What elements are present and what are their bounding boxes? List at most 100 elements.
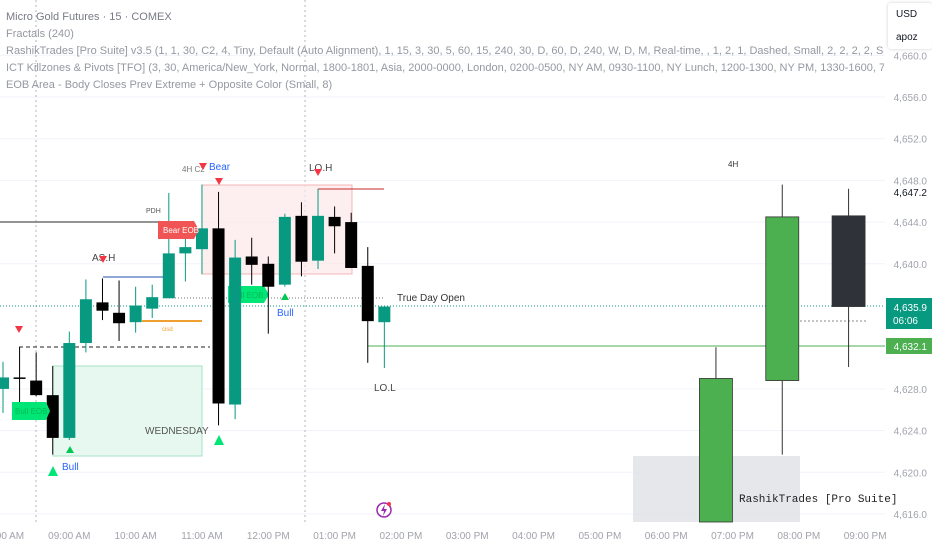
x-tick-label: 09:00 PM [844, 531, 887, 542]
bull-eob-tag: Bull EOB [12, 402, 50, 420]
candle-body [278, 216, 291, 285]
y-tick-label: 4,628.0 [894, 385, 928, 396]
wednesday-label: WEDNESDAY [145, 426, 209, 437]
high-price-text: 4,647.2 [894, 188, 928, 199]
candle-body [295, 215, 308, 262]
unit-button[interactable]: apoz [896, 32, 918, 43]
candle-body [179, 247, 192, 254]
candle-body [46, 395, 59, 438]
candle-body [113, 312, 126, 324]
true-day-open-label: True Day Open [397, 293, 465, 304]
lo-l-label: LO.L [374, 383, 396, 394]
last-price-text: 4,635.9 [894, 303, 928, 314]
bear-fractal-icon [314, 169, 322, 176]
currency-unit-menu[interactable]: USD apoz [888, 3, 932, 49]
candle-body [162, 253, 175, 299]
candle-body [262, 263, 275, 287]
y-tick-label: 4,620.0 [894, 468, 928, 479]
htf-label: 4H [728, 160, 738, 169]
pdh-label: PDH [146, 208, 161, 215]
candle-body [146, 297, 159, 309]
candle-body [229, 257, 242, 405]
x-tick-label: 11:00 AM [181, 531, 223, 542]
bear-eob-label: Bear EOB [163, 226, 199, 235]
bull-fractal-icon [66, 446, 74, 453]
y-tick-label: 4,660.0 [894, 51, 928, 62]
bear-fractal-icon [215, 178, 223, 185]
bear-eob-tag: Bear EOB [158, 221, 199, 239]
candles [0, 184, 866, 523]
price-axis[interactable]: 4,616.0 4,620.0 4,624.0 4,628.0 4,640.0 4,644… [894, 51, 928, 521]
htf-candle-body [831, 215, 866, 307]
htf-c2-label: 4H C2 [182, 165, 205, 174]
lo-h-label: LO.H [309, 163, 332, 174]
candle-body [0, 377, 9, 389]
candle-body [361, 265, 374, 322]
time-axis[interactable]: 08:00 AM 09:00 AM 10:00 AM 11:00 AM 12:00 PM… [0, 531, 887, 542]
last-price-label: 4,635.9 06:06 [886, 298, 932, 329]
candle-body [13, 377, 26, 379]
candle-body [195, 228, 208, 250]
x-tick-label: 02:00 PM [380, 531, 423, 542]
y-tick-label: 4,656.0 [894, 93, 928, 104]
candle-body [212, 228, 225, 404]
fractal-markers [15, 163, 322, 476]
candle-body [328, 216, 341, 227]
x-tick-label: 05:00 PM [578, 531, 621, 542]
indicator-legend: Micro Gold Futures · 15 · COMEX Fractals… [6, 9, 884, 94]
wednesday-zone [52, 365, 203, 457]
x-tick-label: 08:00 PM [777, 531, 820, 542]
candle-body [63, 343, 76, 438]
bull-fractal-icon [281, 293, 289, 300]
watermark-label: RashikTrades [Pro Suite] [739, 494, 897, 506]
htf-candle-body [699, 378, 733, 523]
lightning-icon[interactable] [376, 502, 392, 518]
x-tick-label: 03:00 PM [446, 531, 489, 542]
htf-candle-body [765, 216, 800, 381]
candle-body [96, 302, 109, 311]
candle-body [30, 380, 43, 396]
symbol-title[interactable]: Micro Gold Futures · 15 · COMEX [6, 11, 172, 23]
candle-body [345, 222, 358, 268]
bull-eob-label: Bull EOB [231, 291, 263, 300]
candle-body [312, 215, 325, 261]
bull-label: Bull [62, 462, 79, 473]
y-tick-label: 4,652.0 [894, 135, 928, 146]
x-tick-label: 07:00 PM [711, 531, 754, 542]
bear-label: Bear [209, 162, 231, 173]
x-tick-label: 06:00 PM [645, 531, 688, 542]
bull-label: Bull [277, 308, 294, 319]
day-open-price-label: 4,632.1 [886, 338, 932, 354]
x-tick-label: 10:00 AM [115, 531, 157, 542]
cisd-label: cisd [162, 327, 173, 333]
y-tick-label: 4,644.0 [894, 218, 928, 229]
candle-body [79, 299, 92, 344]
bull-fractal-icon [214, 435, 224, 445]
indicator-ict-killzones[interactable]: ICT Killzones & Pivots [TFO] (3, 30, Ame… [6, 62, 884, 74]
x-tick-label: 08:00 AM [0, 531, 24, 542]
y-tick-label: 4,624.0 [894, 427, 928, 438]
bull-fractal-icon [48, 466, 58, 476]
currency-button[interactable]: USD [896, 9, 918, 20]
y-tick-label: 4,640.0 [894, 260, 928, 271]
indicator-eob-area[interactable]: EOB Area - Body Closes Prev Extreme + Op… [6, 79, 333, 91]
x-tick-label: 04:00 PM [512, 531, 555, 542]
x-tick-label: 01:00 PM [313, 531, 356, 542]
y-tick-label: 4,616.0 [894, 510, 928, 521]
bear-eob-zone [201, 184, 353, 275]
y-tick-label: 4,648.0 [894, 176, 928, 187]
high-price-label: 4,647.2 [888, 186, 932, 199]
day-open-price-text: 4,632.1 [894, 342, 928, 353]
bull-eob-label: Bull EOB [15, 407, 47, 416]
countdown-text: 06:06 [893, 316, 918, 327]
bear-fractal-icon [199, 163, 207, 170]
x-tick-label: 09:00 AM [48, 531, 90, 542]
candle-body [378, 306, 391, 323]
candle-body [245, 256, 258, 265]
indicator-rashiktrades[interactable]: RashikTrades [Pro Suite] v3.5 (1, 1, 30,… [6, 45, 884, 57]
candle-body [129, 305, 142, 323]
x-tick-label: 12:00 PM [247, 531, 290, 542]
bear-fractal-icon [99, 256, 107, 263]
indicator-fractals[interactable]: Fractals (240) [6, 28, 74, 40]
